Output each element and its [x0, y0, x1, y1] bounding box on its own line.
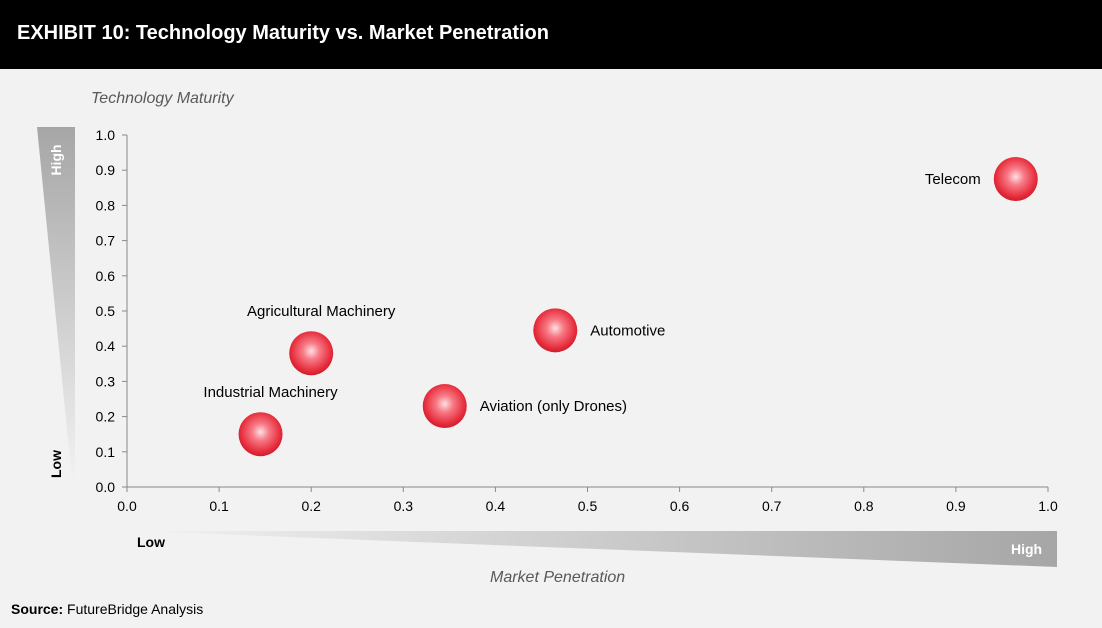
x-indicator-wedge — [135, 531, 1057, 567]
x-tick-label: 0.5 — [578, 498, 598, 514]
y-tick-label: 0.4 — [96, 338, 116, 354]
x-axis-title: Market Penetration — [490, 569, 626, 586]
y-tick-label: 0.6 — [96, 268, 116, 284]
x-tick-label: 0.0 — [117, 498, 137, 514]
source-label: Source: — [11, 601, 64, 617]
x-tick-label: 0.8 — [854, 498, 874, 514]
data-point-label: Agricultural Machinery — [247, 303, 396, 320]
x-tick-label: 0.1 — [209, 498, 229, 514]
y-indicator-high-label: High — [48, 144, 64, 176]
data-point-bubble — [289, 331, 334, 376]
y-tick-label: 0.9 — [96, 162, 116, 178]
y-indicator-high: High — [46, 140, 66, 180]
data-point-bubble — [533, 308, 578, 353]
x-tick-label: 0.7 — [762, 498, 782, 514]
data-point-bubble — [422, 384, 467, 429]
y-axis-title: Technology Maturity — [91, 90, 234, 107]
x-tick-label: 0.6 — [670, 498, 690, 514]
x-tick-label: 1.0 — [1038, 498, 1058, 514]
data-point-label: Industrial Machinery — [203, 384, 338, 401]
y-tick-label: 0.7 — [96, 233, 116, 249]
data-point-label: Telecom — [925, 171, 981, 188]
y-tick-label: 1.0 — [96, 127, 116, 143]
source-note: Source: FutureBridge Analysis — [11, 601, 203, 617]
y-indicator-wedge — [37, 127, 75, 480]
x-indicator-high-label: High — [1011, 541, 1043, 557]
y-tick-label: 0.2 — [96, 409, 116, 425]
y-indicator-low: Low — [46, 444, 66, 484]
source-text: FutureBridge Analysis — [67, 601, 204, 617]
y-tick-label: 0.1 — [96, 444, 116, 460]
x-tick-label: 0.4 — [486, 498, 506, 514]
data-point-label: Aviation (only Drones) — [480, 398, 627, 415]
data-point-bubble — [238, 412, 283, 457]
data-point-bubble — [993, 157, 1038, 201]
exhibit-header: EXHIBIT 10: Technology Maturity vs. Mark… — [0, 0, 1102, 69]
exhibit-title: EXHIBIT 10: Technology Maturity vs. Mark… — [17, 22, 549, 44]
x-tick-label: 0.2 — [301, 498, 321, 514]
x-tick-label: 0.9 — [946, 498, 966, 514]
y-tick-label: 0.3 — [96, 373, 116, 389]
y-tick-label: 0.0 — [96, 479, 116, 495]
x-tick-label: 0.3 — [394, 498, 414, 514]
y-tick-label: 0.5 — [96, 303, 116, 319]
y-indicator-low-label: Low — [48, 450, 64, 478]
x-indicator-low-label: Low — [137, 534, 165, 550]
data-point-label: Automotive — [590, 322, 665, 339]
y-tick-label: 0.8 — [96, 197, 116, 213]
